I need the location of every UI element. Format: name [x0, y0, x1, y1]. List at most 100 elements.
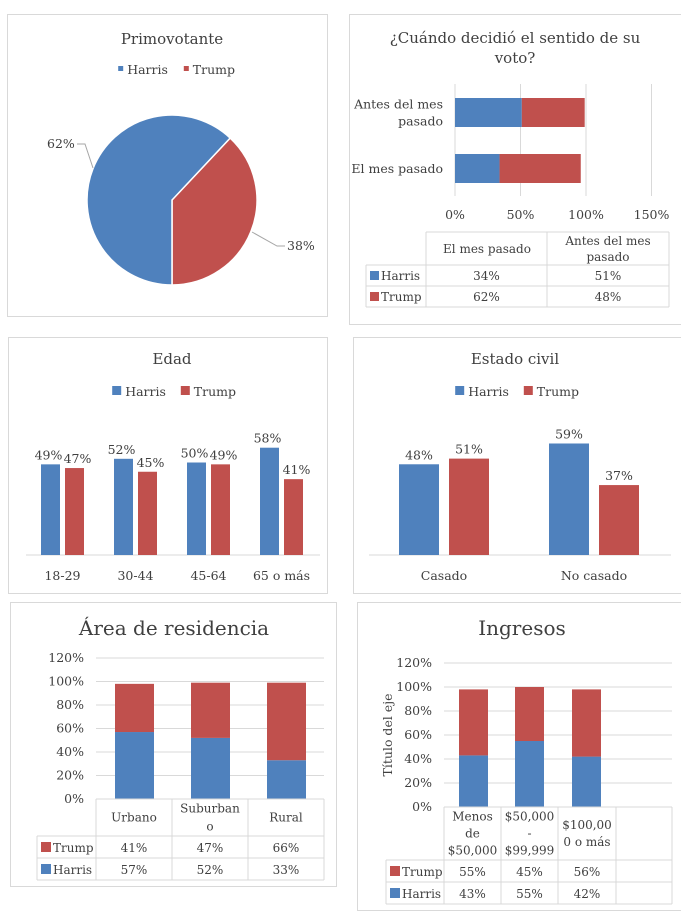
legend: Harris Trump	[118, 62, 235, 77]
legend-swatch-trump	[183, 66, 189, 71]
category-label: $99,999	[505, 844, 555, 858]
category-label: Menos	[452, 810, 493, 824]
y-tick-label: 120%	[396, 655, 432, 670]
chart-title: Ingresos	[478, 616, 566, 640]
data-label-harris: 59%	[555, 426, 583, 441]
bar-trump	[499, 154, 581, 183]
table-cell: 52%	[197, 863, 224, 877]
table-legend-key-trump	[390, 866, 400, 876]
table-header: Antes del mes	[564, 234, 650, 248]
bar-harris	[114, 458, 133, 555]
y-tick-label: 80%	[404, 703, 432, 718]
bar-harris	[459, 755, 488, 807]
category-label: pasado	[398, 114, 443, 129]
table-header: El mes pasado	[443, 242, 531, 256]
category-label: 65 o más	[253, 568, 310, 583]
chart-title-line-1: ¿Cuándo decidió el sentido de su	[390, 29, 641, 47]
bar-harris	[191, 737, 230, 799]
table-cell: 55%	[459, 865, 486, 879]
category-label: Rural	[269, 811, 303, 825]
x-tick-label: 150%	[634, 207, 670, 222]
y-tick-label: 100%	[48, 674, 84, 689]
table-series-label: Trump	[402, 865, 443, 879]
legend: Harris Trump	[112, 384, 236, 399]
legend-label-trump: Trump	[194, 384, 236, 399]
bar-harris	[515, 741, 544, 807]
data-label-trump: 41%	[283, 462, 311, 477]
category-label: 18-29	[44, 568, 80, 583]
bar-trump	[211, 464, 230, 555]
table-cell: 47%	[197, 841, 224, 855]
table-series-label: Trump	[381, 290, 422, 304]
legend-swatch-trump	[180, 386, 190, 395]
bar-trump	[65, 468, 84, 555]
category-label: $50,000	[448, 844, 498, 858]
category-label: $50,000	[505, 810, 555, 824]
table-legend-key-harris	[390, 888, 400, 898]
legend-swatch-trump	[523, 386, 533, 395]
pie-slice-harris	[86, 114, 232, 286]
y-tick-label: 0%	[412, 799, 432, 814]
table-cell: 57%	[121, 863, 148, 877]
y-tick-label: 60%	[56, 721, 84, 736]
table-legend-key-trump	[370, 292, 379, 301]
category-label: El mes pasado	[351, 161, 443, 176]
bar-trump	[449, 458, 489, 555]
table-cell: 34%	[473, 269, 500, 283]
table-cell: 41%	[121, 841, 148, 855]
category-label: de	[465, 827, 480, 841]
category-label: 30-44	[117, 568, 153, 583]
y-tick-label: 0%	[64, 791, 84, 806]
bar-trump	[284, 479, 303, 555]
y-tick-label: 20%	[404, 775, 432, 790]
data-label-trump: 38%	[287, 238, 315, 253]
bar-trump	[515, 687, 544, 741]
x-tick-label: 0%	[445, 207, 465, 222]
data-label-harris: 62%	[47, 136, 75, 151]
leader-line-trump	[251, 231, 285, 247]
category-label: 0 o más	[563, 835, 610, 849]
table-header: pasado	[586, 250, 629, 264]
chart-title: Área de residencia	[78, 616, 269, 640]
x-tick-label: 100%	[568, 207, 604, 222]
table-series-label: Harris	[381, 269, 420, 283]
table-legend-key-trump	[41, 842, 51, 852]
table-series-label: Trump	[53, 841, 94, 855]
table-cell: 55%	[516, 887, 543, 901]
data-label-trump: 45%	[137, 455, 165, 470]
bar-harris	[260, 447, 279, 555]
bar-harris	[455, 154, 500, 183]
bar-harris	[267, 760, 306, 799]
table-cell: 33%	[273, 863, 300, 877]
y-tick-label: 80%	[56, 697, 84, 712]
data-label-trump: 51%	[455, 442, 483, 457]
data-label-trump: 49%	[210, 447, 238, 462]
pie-slice-trump	[171, 136, 258, 286]
bar-trump	[191, 682, 230, 738]
bar-harris	[187, 462, 206, 555]
bar-harris	[455, 98, 522, 127]
y-tick-label: 40%	[404, 751, 432, 766]
data-label-harris: 49%	[35, 447, 63, 462]
table-cell: 66%	[273, 841, 300, 855]
data-label-harris: 50%	[181, 446, 209, 461]
bar-trump	[138, 471, 157, 555]
legend-swatch-harris	[112, 386, 122, 395]
y-tick-label: 20%	[56, 768, 84, 783]
category-label: Urbano	[111, 811, 157, 825]
category-label: Suburban	[180, 802, 240, 816]
y-tick-label: 100%	[396, 679, 432, 694]
legend: Harris Trump	[455, 384, 579, 399]
legend-swatch-harris	[118, 66, 124, 71]
legend-label-harris: Harris	[468, 384, 509, 399]
table-legend-key-harris	[41, 864, 51, 874]
table-series-label: Harris	[53, 863, 92, 877]
table-cell: 45%	[516, 865, 543, 879]
table-cell: 62%	[473, 290, 500, 304]
bar-harris	[549, 443, 589, 555]
bar-trump	[521, 98, 585, 127]
legend-label-harris: Harris	[125, 384, 166, 399]
legend-swatch-harris	[455, 386, 465, 395]
category-label: 45-64	[190, 568, 226, 583]
y-tick-label: 120%	[48, 650, 84, 665]
